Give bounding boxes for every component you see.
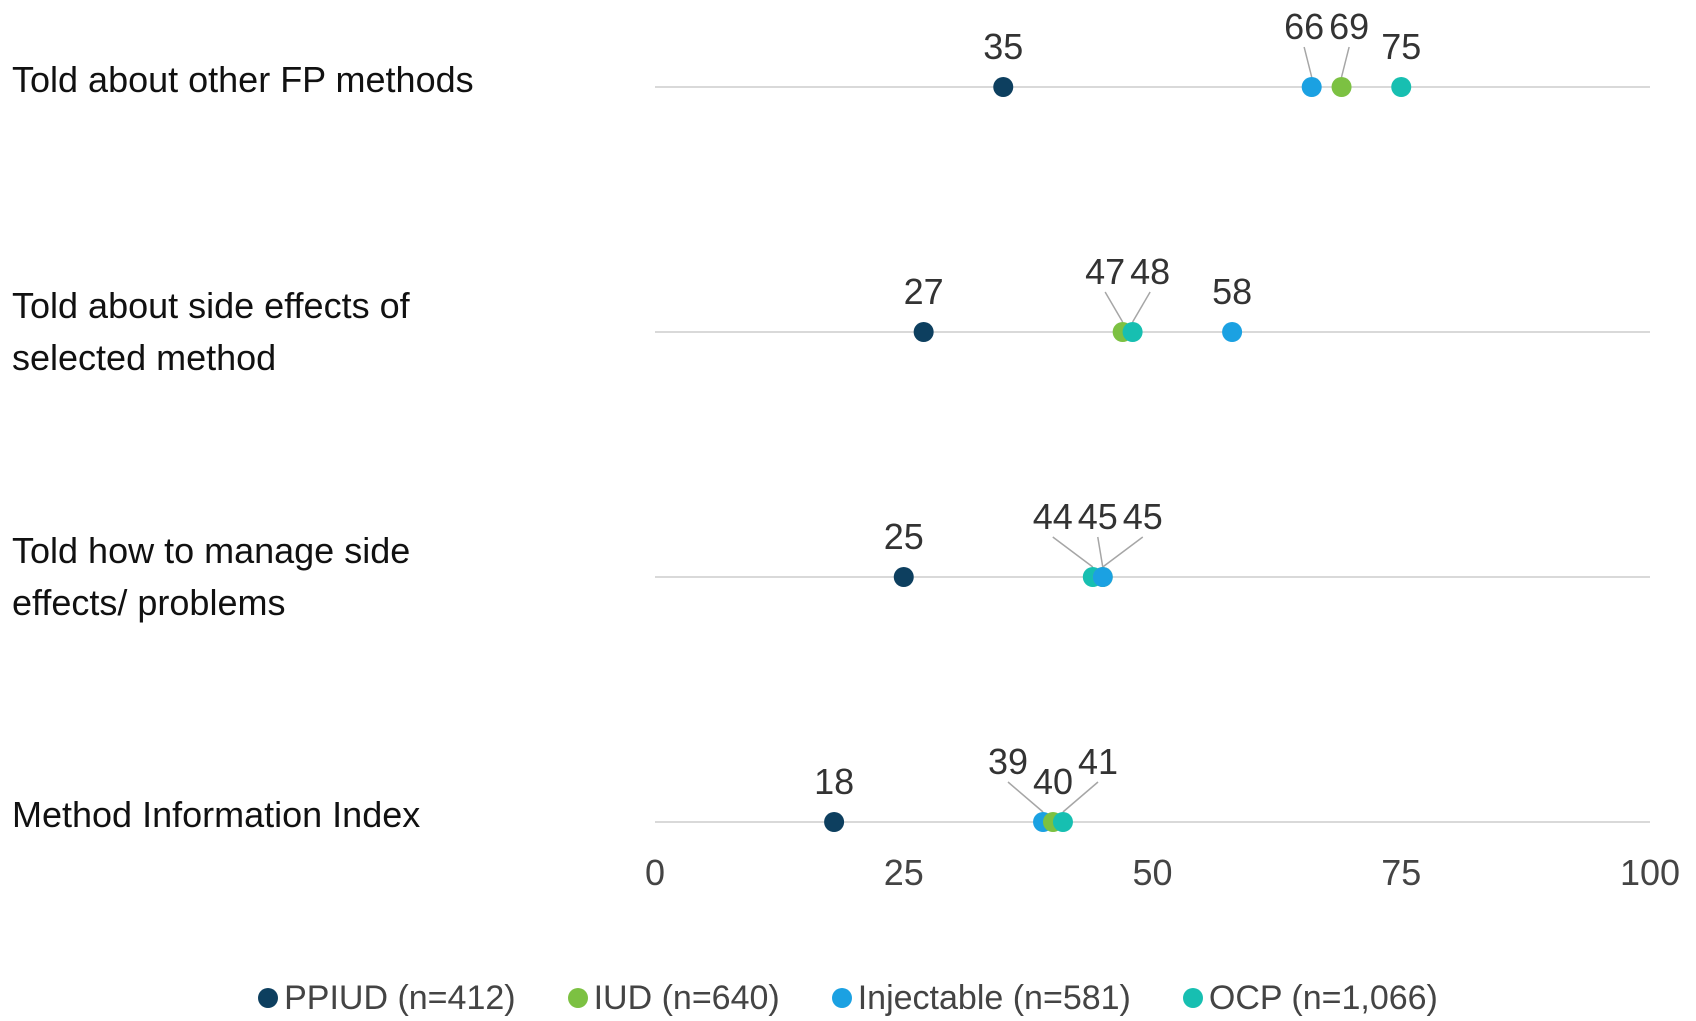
category-label: Told about side effects of selected metho… <box>12 285 411 378</box>
category-label: Told about other FP methods <box>12 59 474 100</box>
data-label-injectable: 66 <box>1284 6 1324 47</box>
category-row: 18 39 40 41 <box>655 741 1650 832</box>
legend-label: IUD (n=640) <box>593 978 780 1017</box>
legend: PPIUD (n=412) IUD (n=640) Injectable (n=58… <box>0 978 1696 1018</box>
x-tick-label: 25 <box>884 852 924 893</box>
leader-line <box>1062 781 1099 813</box>
leader-line <box>1052 536 1094 568</box>
legend-marker <box>567 988 588 1008</box>
category-labels: Told about other FP methods Told about si… <box>12 59 474 835</box>
legend-item-ppiud: PPIUD (n=412) <box>258 979 516 1018</box>
legend-marker <box>831 988 852 1008</box>
data-label-ppiud: 25 <box>884 516 924 557</box>
data-label-iud: 45 <box>1078 496 1118 537</box>
legend-label: PPIUD (n=412) <box>284 978 516 1017</box>
legend-label: OCP (n=1,066) <box>1208 978 1438 1017</box>
category-label: Told how to manage side effects/ problems <box>12 530 410 623</box>
data-label-iud: 47 <box>1085 251 1125 292</box>
data-label-ocp: 75 <box>1381 26 1421 67</box>
leader-line <box>1303 46 1313 78</box>
category-label-line: effects/ problems <box>12 582 285 623</box>
dot-ppiud <box>913 322 934 342</box>
category-row: 27 47 48 58 <box>655 251 1650 342</box>
category-label: Method Information Index <box>12 794 420 835</box>
dot-iud <box>1331 77 1352 97</box>
dot-plot-chart: Told about other FP methods Told about si… <box>12 6 1680 893</box>
category-label-line: Told about side effects of <box>12 285 411 326</box>
leader-line <box>1340 46 1350 78</box>
x-tick-label: 50 <box>1132 852 1172 893</box>
x-tick-label: 100 <box>1620 852 1680 893</box>
data-label-injectable: 58 <box>1212 271 1252 312</box>
legend-item-ocp: OCP (n=1,066) <box>1182 978 1438 1018</box>
category-label-line: Told how to manage side <box>12 530 410 571</box>
category-row: 35 66 69 75 <box>655 6 1650 97</box>
dot-ocp <box>1052 812 1073 832</box>
dot-ppiud <box>824 812 845 832</box>
legend-item-iud: IUD (n=640) <box>567 978 780 1018</box>
dot-ppiud <box>993 77 1014 97</box>
leader-line <box>1131 291 1151 323</box>
leader-line <box>1102 536 1144 568</box>
x-tick-label: 75 <box>1381 852 1421 893</box>
data-label-injectable: 45 <box>1123 496 1163 537</box>
dot-ocp <box>1391 77 1412 97</box>
x-axis-ticks: 0 25 50 75 100 <box>645 852 1680 893</box>
data-label-ocp: 44 <box>1033 496 1073 537</box>
category-row: 25 44 45 45 <box>655 496 1650 587</box>
data-label-iud: 69 <box>1329 6 1369 47</box>
leader-line <box>1007 781 1044 813</box>
dot-injectable <box>1092 567 1113 587</box>
data-label-iud: 40 <box>1033 761 1073 802</box>
data-label-ppiud: 35 <box>983 26 1023 67</box>
x-tick-label: 0 <box>645 852 665 893</box>
data-label-ocp: 41 <box>1078 741 1118 782</box>
leader-line <box>1104 291 1124 323</box>
legend-item-injectable: Injectable (n=581) <box>831 978 1131 1018</box>
data-label-injectable: 39 <box>988 741 1028 782</box>
dot-ppiud <box>893 567 914 587</box>
leader-line <box>1097 536 1104 568</box>
legend-label: Injectable (n=581) <box>857 978 1131 1017</box>
data-label-ocp: 48 <box>1130 251 1170 292</box>
legend-marker <box>1182 988 1203 1008</box>
dot-injectable <box>1222 322 1243 342</box>
dot-injectable <box>1301 77 1322 97</box>
category-label-line: selected method <box>12 337 276 378</box>
data-label-ppiud: 27 <box>904 271 944 312</box>
legend-marker <box>258 988 279 1008</box>
category-label-line: Told about other FP methods <box>12 59 474 100</box>
data-label-ppiud: 18 <box>814 761 854 802</box>
category-label-line: Method Information Index <box>12 794 420 835</box>
dot-ocp <box>1122 322 1143 342</box>
